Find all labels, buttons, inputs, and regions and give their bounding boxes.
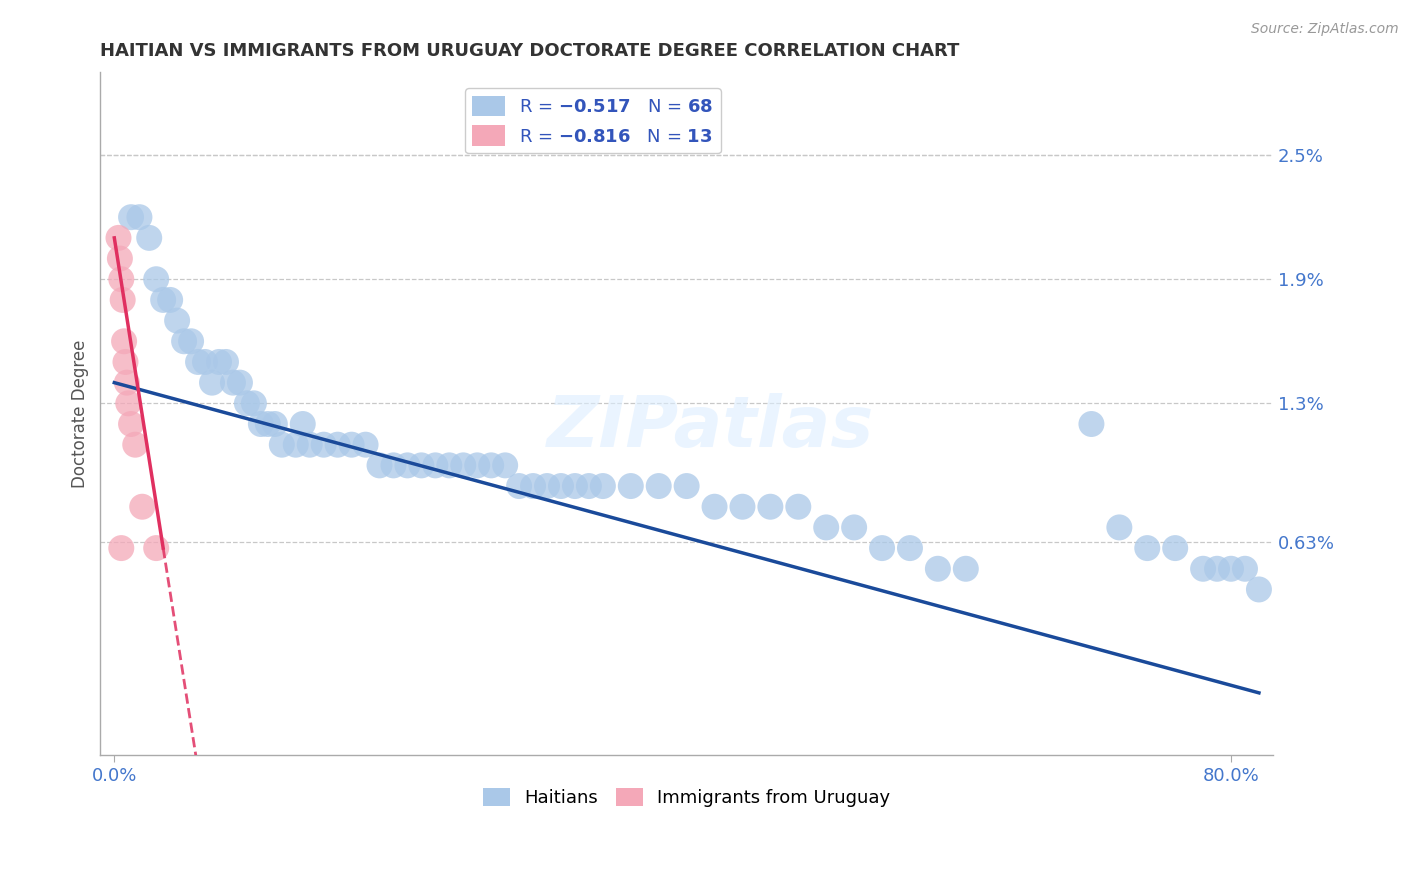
Point — [152, 293, 174, 307]
Text: Source: ZipAtlas.com: Source: ZipAtlas.com — [1251, 22, 1399, 37]
Point — [1080, 417, 1102, 431]
Point — [1233, 562, 1256, 576]
Point — [236, 396, 259, 410]
Point — [592, 479, 614, 493]
Point — [340, 438, 363, 452]
Point — [108, 252, 131, 266]
Point — [1164, 541, 1187, 555]
Point — [263, 417, 285, 431]
Point — [620, 479, 643, 493]
Point — [112, 334, 135, 349]
Point — [180, 334, 202, 349]
Point — [120, 210, 142, 224]
Point — [1247, 582, 1270, 597]
Point — [368, 458, 391, 473]
Point — [1220, 562, 1243, 576]
Point — [194, 355, 217, 369]
Point — [522, 479, 544, 493]
Point — [159, 293, 181, 307]
Point — [270, 438, 292, 452]
Point — [215, 355, 238, 369]
Point — [117, 396, 139, 410]
Point — [222, 376, 245, 390]
Point — [439, 458, 461, 473]
Point — [124, 438, 146, 452]
Point — [842, 520, 865, 534]
Text: ZIPatlas: ZIPatlas — [547, 392, 873, 462]
Point — [284, 438, 307, 452]
Point — [354, 438, 377, 452]
Point — [955, 562, 977, 576]
Point — [675, 479, 697, 493]
Point — [173, 334, 195, 349]
Point — [115, 376, 138, 390]
Point — [138, 231, 160, 245]
Point — [508, 479, 530, 493]
Point — [145, 541, 167, 555]
Text: HAITIAN VS IMMIGRANTS FROM URUGUAY DOCTORATE DEGREE CORRELATION CHART: HAITIAN VS IMMIGRANTS FROM URUGUAY DOCTO… — [100, 42, 960, 60]
Point — [425, 458, 447, 473]
Point — [382, 458, 405, 473]
Point — [145, 272, 167, 286]
Point — [107, 231, 129, 245]
Point — [110, 541, 132, 555]
Point — [120, 417, 142, 431]
Point — [312, 438, 335, 452]
Point — [536, 479, 558, 493]
Point — [326, 438, 349, 452]
Y-axis label: Doctorate Degree: Doctorate Degree — [72, 340, 89, 488]
Point — [201, 376, 224, 390]
Point — [187, 355, 209, 369]
Point — [298, 438, 321, 452]
Point — [759, 500, 782, 514]
Point — [131, 500, 153, 514]
Point — [257, 417, 280, 431]
Point — [898, 541, 921, 555]
Point — [494, 458, 516, 473]
Point — [114, 355, 136, 369]
Point — [250, 417, 273, 431]
Point — [111, 293, 134, 307]
Point — [128, 210, 150, 224]
Point — [647, 479, 669, 493]
Point — [479, 458, 502, 473]
Point — [787, 500, 810, 514]
Point — [1108, 520, 1130, 534]
Point — [243, 396, 266, 410]
Point — [396, 458, 419, 473]
Point — [703, 500, 725, 514]
Legend: Haitians, Immigrants from Uruguay: Haitians, Immigrants from Uruguay — [475, 780, 898, 814]
Point — [110, 272, 132, 286]
Point — [564, 479, 586, 493]
Point — [578, 479, 600, 493]
Point — [1206, 562, 1229, 576]
Point — [453, 458, 475, 473]
Point — [291, 417, 314, 431]
Point — [166, 313, 188, 327]
Point — [870, 541, 893, 555]
Point — [1192, 562, 1215, 576]
Point — [411, 458, 433, 473]
Point — [208, 355, 231, 369]
Point — [550, 479, 572, 493]
Point — [731, 500, 754, 514]
Point — [927, 562, 949, 576]
Point — [229, 376, 252, 390]
Point — [465, 458, 488, 473]
Point — [815, 520, 838, 534]
Point — [1136, 541, 1159, 555]
